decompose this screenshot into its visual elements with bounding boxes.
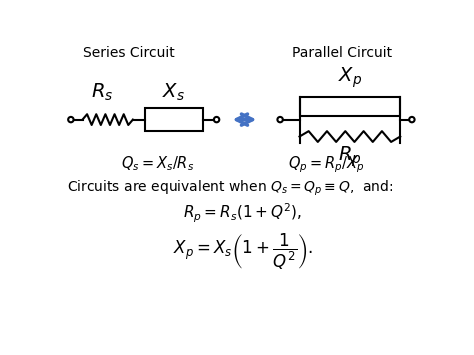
Text: $R_p$: $R_p$ [338, 144, 362, 169]
Text: $R_p = R_s\left(1+Q^2\right),$: $R_p = R_s\left(1+Q^2\right),$ [183, 202, 302, 225]
Text: $X_s$: $X_s$ [162, 81, 185, 103]
Text: $X_p$: $X_p$ [338, 66, 362, 90]
Bar [145, 108, 202, 131]
Text: $Q_p = R_p/X_p$: $Q_p = R_p/X_p$ [288, 154, 365, 175]
Text: $Q_s = X_s/R_s$: $Q_s = X_s/R_s$ [121, 154, 194, 173]
Text: $X_p = X_s\left(1+\dfrac{1}{Q^2}\right).$: $X_p = X_s\left(1+\dfrac{1}{Q^2}\right).… [173, 231, 313, 272]
Text: Series Circuit: Series Circuit [83, 47, 175, 60]
Text: $R_s$: $R_s$ [91, 81, 113, 103]
Bar [300, 97, 400, 116]
Text: Parallel Circuit: Parallel Circuit [292, 47, 392, 60]
Text: Circuits are equivalent when $Q_s = Q_p \equiv Q$,  and:: Circuits are equivalent when $Q_s = Q_p … [67, 179, 393, 198]
